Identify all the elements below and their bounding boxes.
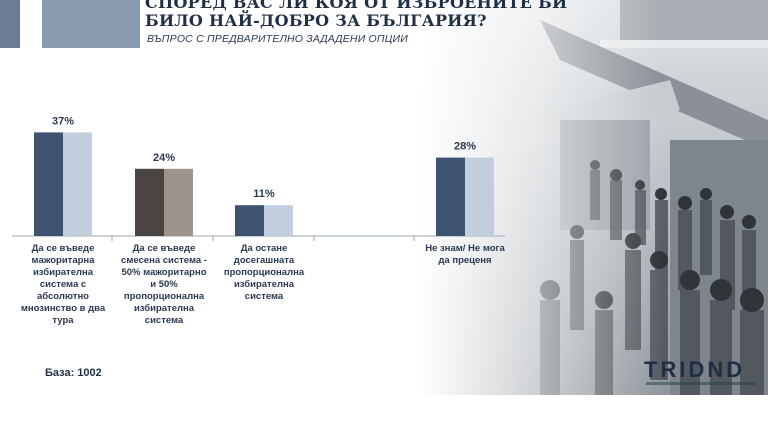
title-line-1: СПОРЕД ВАС ЛИ КОЯ ОТ ИЗБРОЕНИТЕ БИ [145, 0, 568, 12]
bar-group [436, 157, 494, 236]
category-label: Да остане досегашната пропорционална избира… [224, 243, 305, 302]
data-label: 37% [52, 115, 74, 127]
header-band-right [42, 0, 140, 48]
bar-back [164, 168, 193, 236]
category-label-line: избирателна [134, 303, 195, 314]
category-label-line: мнозинство в два [21, 303, 106, 314]
bar-front [135, 168, 164, 236]
sample-base-label: База: 1002 [45, 367, 102, 379]
category-label-line: Не знам/ Не мога [425, 243, 505, 254]
page-title: СПОРЕД ВАС ЛИ КОЯ ОТ ИЗБРОЕНИТЕ БИ БИЛО … [145, 0, 585, 30]
bar-back [264, 205, 293, 236]
brand-logo-underline [646, 382, 756, 385]
header-decoration [0, 0, 140, 52]
background-photo [420, 0, 768, 395]
category-label-line: абсолютно [37, 291, 89, 302]
bar-group [135, 168, 193, 236]
category-label-line: досегашната [234, 255, 295, 266]
bar-back [63, 132, 92, 236]
bar-front [235, 205, 264, 236]
category-label-line: и 50% [150, 279, 178, 290]
data-label: 24% [153, 152, 175, 164]
category-label: Да се въведе мажоритарна избирателна систем… [21, 243, 106, 326]
page-subtitle: ВЪПРОС С ПРЕДВАРИТЕЛНО ЗАДАДЕНИ ОПЦИИ [147, 33, 408, 45]
category-label-line: Да се въведе [32, 243, 95, 254]
header-band-left [0, 0, 20, 48]
category-label-line: пропорционална [124, 291, 205, 302]
category-label-line: 50% мажоритарно [121, 267, 206, 278]
category-label-line: Да остане [241, 243, 288, 254]
data-label: 28% [454, 141, 476, 153]
bar-group [235, 205, 293, 236]
category-label-line: система с [40, 279, 86, 290]
category-label: Не знам/ Не мога да преценя [425, 243, 505, 266]
bar-front [34, 132, 63, 236]
category-label-line: система [145, 315, 184, 326]
category-label-line: смесена система - [121, 255, 207, 266]
title-line-2: БИЛО НАЙ-ДОБРО ЗА БЪЛГАРИЯ? [145, 11, 487, 30]
category-label: Да се въведе смесена система -50% мажорит… [121, 243, 207, 326]
bar-front [436, 157, 465, 236]
category-label-line: мажоритарна [32, 255, 96, 266]
category-label-line: пропорционална [224, 267, 305, 278]
category-label-line: Да се въведе [133, 243, 196, 254]
data-label: 11% [253, 188, 275, 200]
bar-back [465, 157, 494, 236]
category-label-line: избирателна [234, 279, 295, 290]
brand-logo: TRIDND [644, 357, 746, 382]
category-label-line: тура [52, 315, 74, 326]
category-label-line: система [245, 291, 284, 302]
bar-group [34, 132, 92, 236]
slide: СПОРЕД ВАС ЛИ КОЯ ОТ ИЗБРОЕНИТЕ БИ БИЛО … [0, 0, 768, 395]
bar-chart: 37%Да се въведе мажоритарна избирателна сис… [12, 115, 505, 326]
category-label-line: да преценя [438, 255, 491, 266]
category-label-line: избирателна [33, 267, 94, 278]
